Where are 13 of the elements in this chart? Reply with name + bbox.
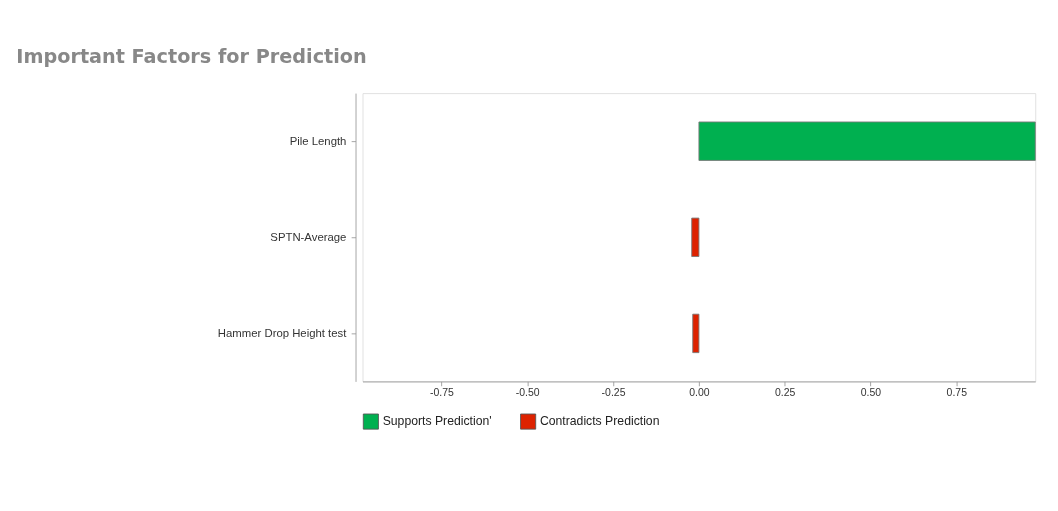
legend-label: Supports Prediction' (382, 414, 492, 429)
x-tick-label: -0.75 (430, 386, 455, 398)
text: Important Factors for Prediction (16, 44, 367, 68)
x-tick-label: 0.75 (946, 386, 968, 398)
x-tick-label: 0.50 (860, 386, 882, 398)
y-tick-label: SPTN-Average (270, 230, 347, 243)
x-tick-label: 0.25 (774, 386, 796, 398)
legend-label: Contradicts Prediction (539, 414, 660, 429)
x-tick-label: 0.00 (689, 386, 710, 398)
x-tick-label: -0.25 (601, 386, 626, 398)
x-tick-label: -0.50 (515, 386, 540, 398)
y-tick-label: Pile Length (289, 134, 347, 147)
y-tick-label: Hammer Drop Height test (217, 326, 348, 339)
